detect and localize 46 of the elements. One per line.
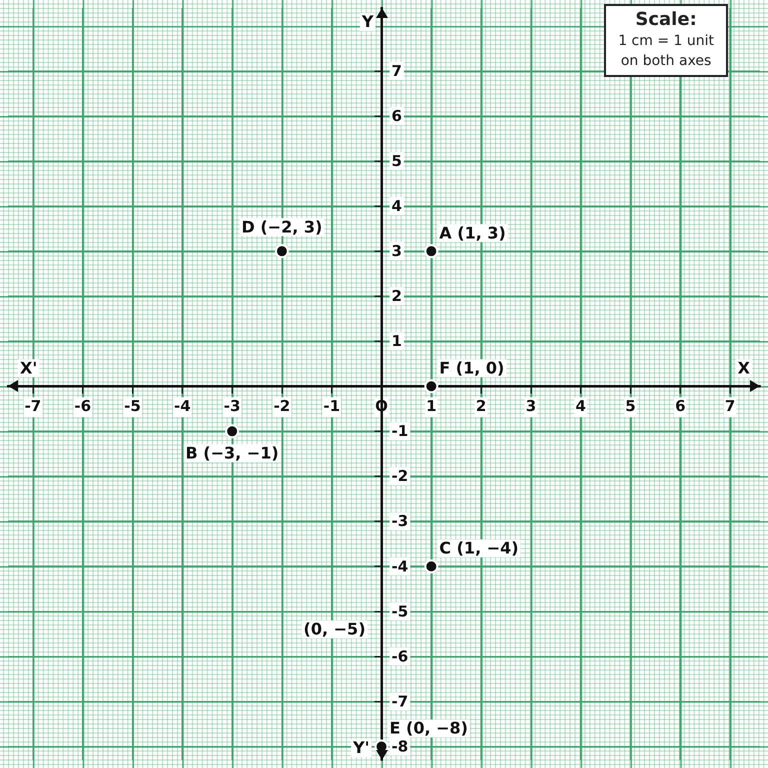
annotation: Scale: 1 cm = 1 unit on both axes bbox=[618, 9, 714, 69]
x-tick-label: 4 bbox=[575, 397, 586, 416]
y-tick-label: 2 bbox=[392, 287, 402, 306]
y-tick-label: -8 bbox=[392, 737, 408, 756]
y-tick-label: 3 bbox=[392, 242, 402, 260]
point bbox=[424, 379, 438, 394]
x-tick-label: -4 bbox=[174, 397, 191, 416]
data-label: E (0, −8) bbox=[390, 718, 468, 738]
x-tick-label: 3 bbox=[526, 397, 536, 416]
y-tick-label: 4 bbox=[392, 197, 402, 216]
x-tick-label: -6 bbox=[74, 397, 92, 416]
x-tick-label: 5 bbox=[625, 397, 636, 416]
annotation: X' bbox=[20, 358, 38, 378]
y-tick-label: -5 bbox=[392, 602, 408, 620]
x-tick-label: -3 bbox=[224, 397, 240, 416]
data-label: F (1, 0) bbox=[439, 358, 504, 378]
y-tick-label: -1 bbox=[392, 422, 408, 440]
x-tick-label: -2 bbox=[274, 397, 290, 416]
y-tick-label: 1 bbox=[392, 332, 402, 350]
x-tick-label: 2 bbox=[476, 397, 486, 416]
y-tick-label: -4 bbox=[392, 557, 408, 576]
data-label: B (−3, −1) bbox=[186, 443, 279, 462]
x-tick-label: -7 bbox=[24, 397, 42, 416]
y-tick-label: 7 bbox=[392, 62, 402, 80]
y-tick-label: -6 bbox=[392, 647, 408, 666]
x-axis-title: X bbox=[738, 358, 751, 378]
point bbox=[225, 424, 240, 438]
annotation: (0, −5) bbox=[304, 620, 366, 639]
x-tick-label: 1 bbox=[426, 397, 437, 416]
x-tick-label: -1 bbox=[323, 397, 340, 416]
x-tick-label: 7 bbox=[724, 397, 736, 416]
y-tick-label: 6 bbox=[392, 106, 402, 125]
data-label: A (1, 3) bbox=[439, 223, 506, 242]
y-axis-title: Y bbox=[360, 12, 374, 32]
data-label: D (−2, 3) bbox=[242, 217, 322, 236]
x-tick-label: 6 bbox=[675, 397, 686, 416]
point bbox=[274, 244, 289, 258]
point bbox=[424, 244, 438, 258]
y-tick-label: -2 bbox=[392, 467, 408, 486]
y-tick-label: -7 bbox=[392, 692, 408, 710]
x-tick-label: -5 bbox=[124, 397, 141, 416]
point bbox=[424, 559, 438, 574]
annotation: Y' bbox=[352, 738, 370, 758]
y-tick-label: 5 bbox=[392, 152, 402, 170]
y-tick-label: -3 bbox=[392, 512, 408, 530]
data-label: C (1, −4) bbox=[439, 538, 519, 558]
